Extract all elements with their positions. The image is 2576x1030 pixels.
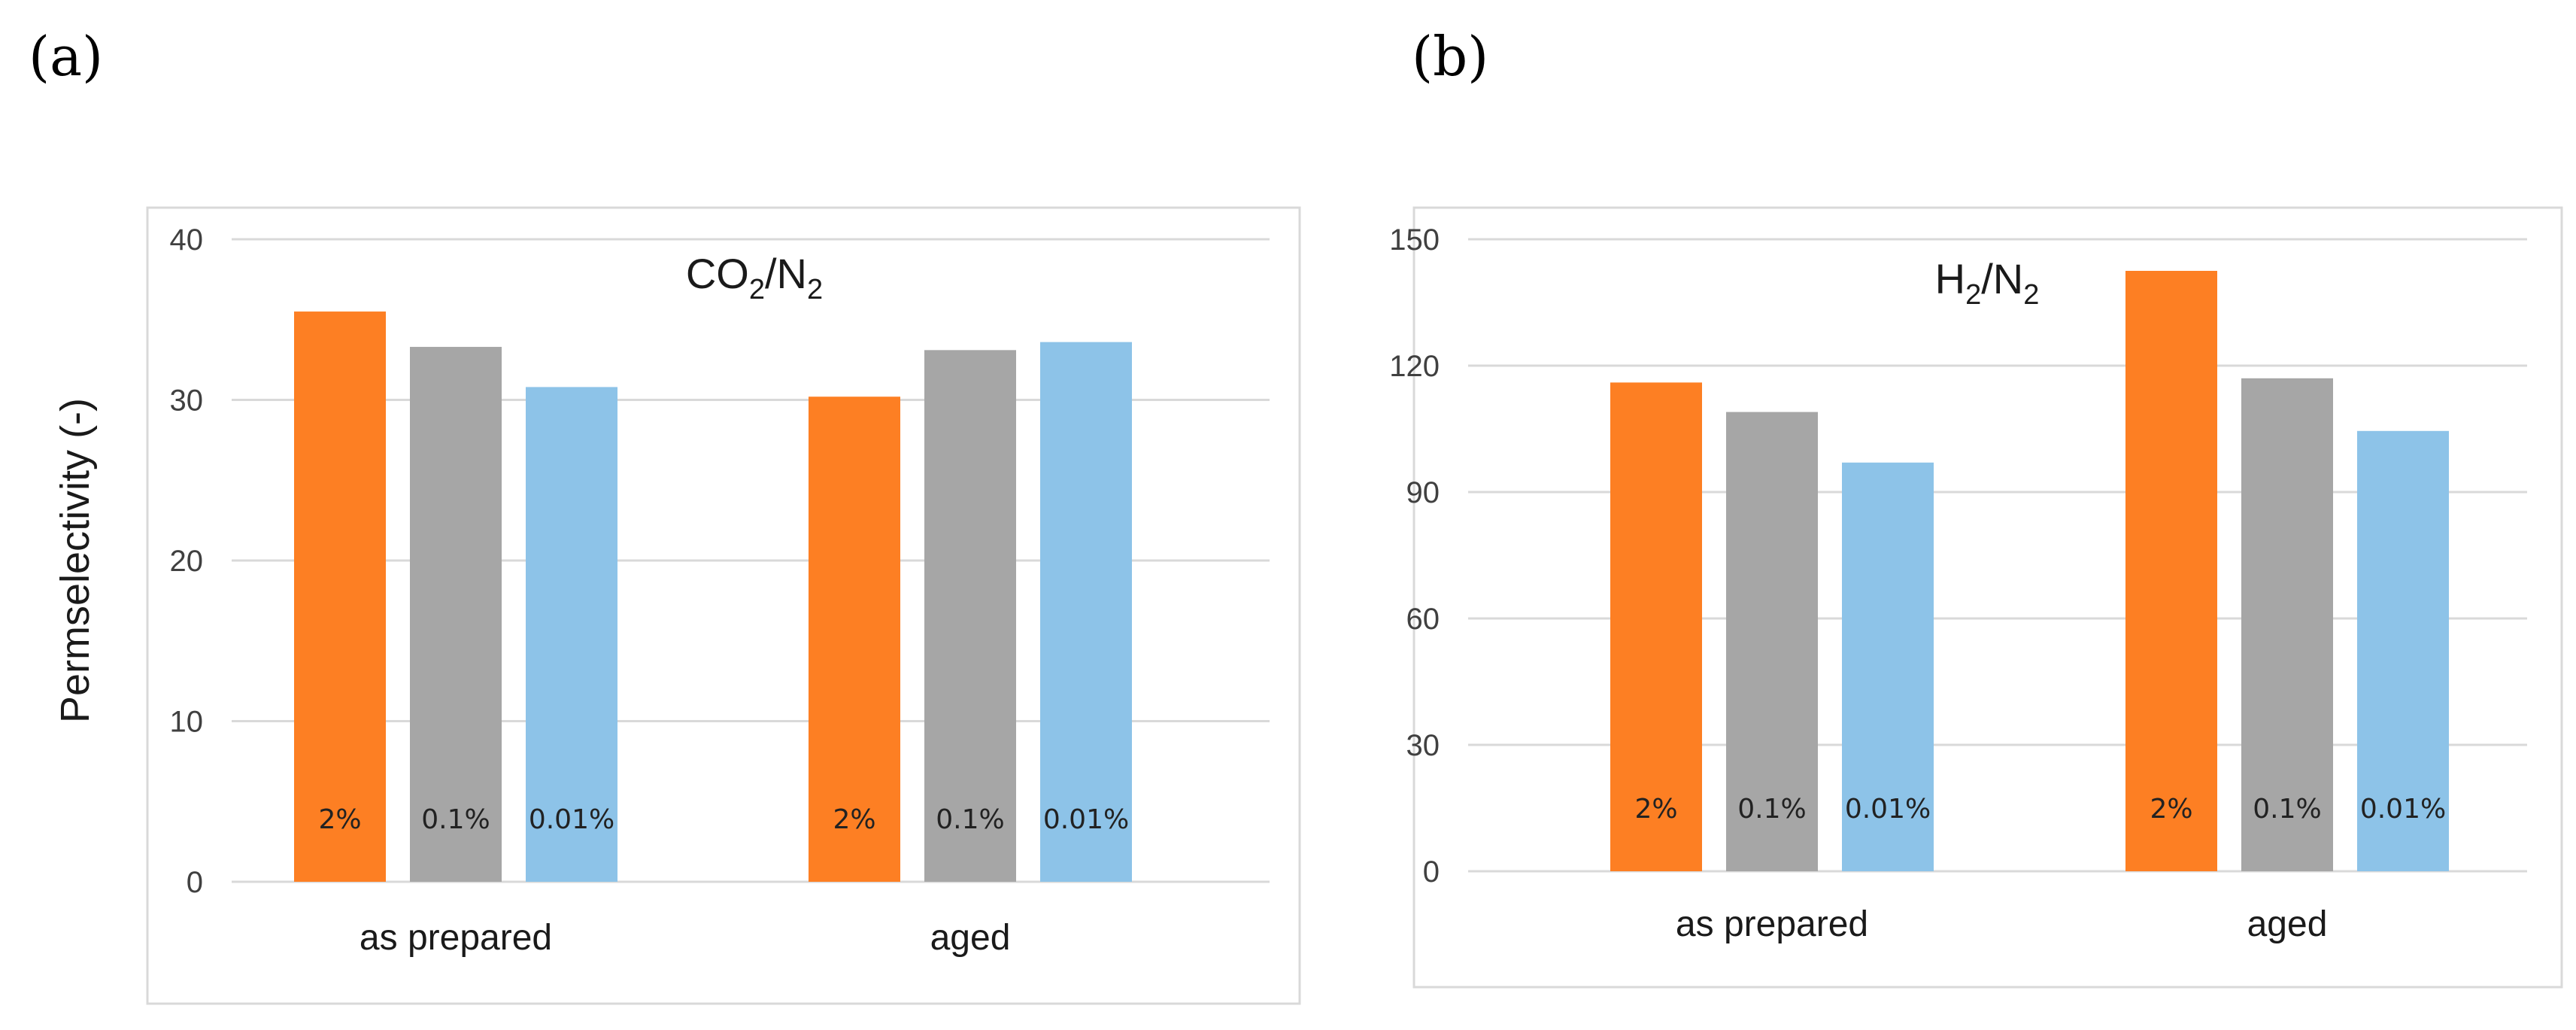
bar-label: 2% — [2150, 794, 2192, 825]
bar-label: 2% — [318, 804, 361, 835]
bar-label: 0.1% — [421, 804, 490, 835]
category-label: aged — [930, 918, 1011, 958]
bar-001-0 — [526, 387, 617, 882]
panel-label-b: (b) — [1412, 25, 1488, 88]
bar-01-1 — [2241, 378, 2333, 871]
bar-2-1 — [809, 397, 900, 882]
bar-2-1 — [2125, 271, 2217, 871]
y-tick-label: 90 — [1406, 476, 1440, 509]
bar-label: 0.01% — [1845, 794, 1931, 825]
bar-001-1 — [1040, 342, 1132, 882]
category-label: aged — [2247, 904, 2328, 944]
category-label: as prepared — [360, 918, 552, 958]
bar-label: 2% — [833, 804, 875, 835]
y-tick-label: 20 — [170, 545, 204, 578]
y-tick-label: 40 — [170, 223, 204, 257]
y-axis-label: Permselectivity (-) — [53, 398, 98, 723]
y-tick-label: 60 — [1406, 603, 1440, 636]
bar-001-1 — [2357, 430, 2449, 871]
bar-2-0 — [1610, 382, 1702, 871]
bar-label: 0.1% — [936, 804, 1004, 835]
y-tick-label: 30 — [1406, 729, 1440, 762]
panel-label-a: (a) — [29, 25, 103, 88]
y-tick-label: 150 — [1389, 223, 1440, 257]
bar-label: 0.1% — [2253, 794, 2321, 825]
y-tick-label: 30 — [170, 384, 204, 418]
bar-01-1 — [924, 350, 1016, 882]
category-label: as prepared — [1676, 904, 1868, 944]
y-tick-label: 120 — [1389, 350, 1440, 383]
bar-001-0 — [1842, 462, 1934, 871]
chart-title: CO2/N2 — [686, 250, 823, 305]
bar-2-0 — [294, 311, 386, 882]
bar-label: 0.01% — [2360, 794, 2446, 825]
bar-label: 0.1% — [1737, 794, 1806, 825]
bar-01-0 — [410, 347, 502, 882]
chart-co2-n2: 0 10 20 30 40 2% 0.1% 0.01% as prepared 2% 0.1% 0.0… — [53, 206, 1301, 1005]
bar-label: 2% — [1634, 794, 1677, 825]
y-tick-label: 0 — [187, 866, 203, 899]
bar-label: 0.01% — [1043, 804, 1129, 835]
bar-01-0 — [1726, 412, 1818, 871]
chart-title: H2/N2 — [1935, 255, 2040, 311]
bar-label: 0.01% — [529, 804, 614, 835]
y-tick-label: 0 — [1423, 855, 1440, 889]
chart-h2-n2: 0 30 60 90 120 150 2% 0.1% 0.01% as prepared 2% 0.1… — [1389, 206, 2563, 989]
y-tick-label: 10 — [170, 706, 204, 739]
